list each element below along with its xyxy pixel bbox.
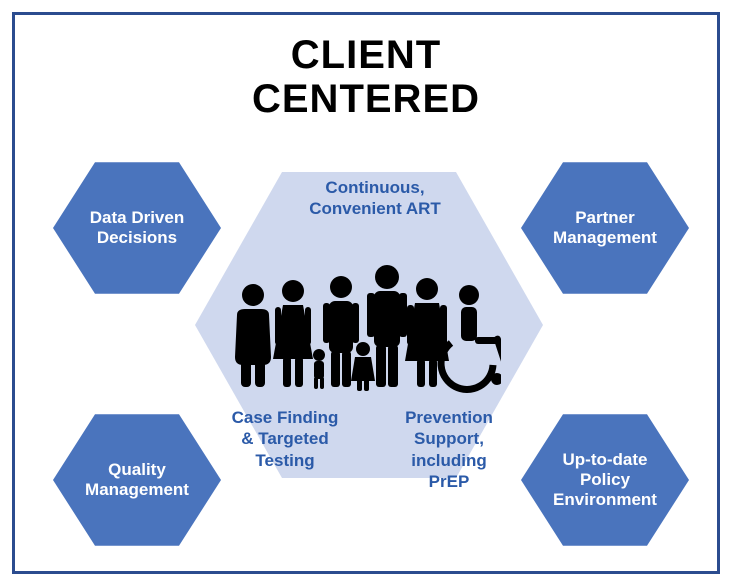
inner-label-bottom-right: PreventionSupport,includingPrEP [381, 407, 517, 492]
inner-label-top: Continuous,Convenient ART [295, 177, 455, 220]
title-line-1: CLIENT [291, 33, 441, 77]
people-icon [231, 265, 501, 405]
hex-bottom-right-label: Up-to-datePolicyEnvironment [553, 450, 657, 510]
inner-label-br-text: PreventionSupport,includingPrEP [405, 408, 493, 491]
hex-top-left-label: Data DrivenDecisions [90, 208, 184, 248]
title-line-2: CENTERED [252, 77, 480, 121]
inner-label-bl-text: Case Finding& TargetedTesting [232, 408, 339, 470]
hex-top-right-label: PartnerManagement [553, 208, 657, 248]
diagram-frame: CLIENT CENTERED Continuous,Convenient AR… [12, 12, 720, 574]
hex-top-right: PartnerManagement [521, 155, 689, 301]
hex-top-left: Data DrivenDecisions [53, 155, 221, 301]
hex-bottom-left: QualityManagement [53, 407, 221, 553]
hex-bottom-left-label: QualityManagement [85, 460, 189, 500]
inner-label-top-text: Continuous,Convenient ART [309, 178, 441, 218]
hex-bottom-right: Up-to-datePolicyEnvironment [521, 407, 689, 553]
diagram-title: CLIENT CENTERED [15, 33, 717, 121]
inner-label-bottom-left: Case Finding& TargetedTesting [215, 407, 355, 471]
